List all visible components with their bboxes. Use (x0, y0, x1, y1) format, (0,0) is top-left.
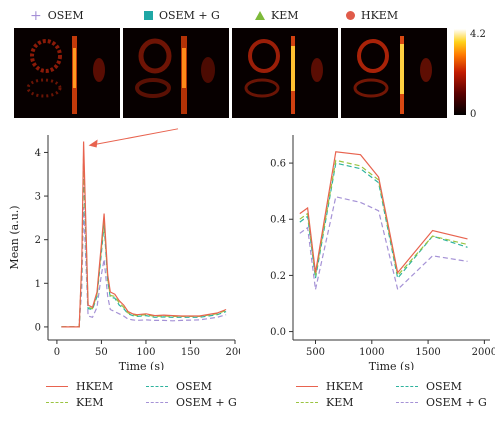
legend-label: OSEM (47, 9, 84, 22)
legend-label: OSEM (426, 380, 462, 393)
pet-image-osem (14, 28, 120, 118)
legend-label: OSEM (176, 380, 212, 393)
legend-item-hkem: HKEM (346, 9, 398, 22)
x-tick-label: 2000 (472, 347, 495, 358)
x-tick-label: 500 (306, 347, 325, 358)
legend-label: OSEM + G (426, 396, 487, 409)
legend-label: HKEM (361, 9, 399, 22)
colorbar (454, 29, 466, 115)
chart-right: 500 1000 1500 2000 0.0 0.2 0.4 0.6 Time (s) (270, 135, 495, 370)
legend-label: OSEM + G (159, 9, 220, 22)
legend-line-swatch (46, 386, 68, 387)
y-tick-label: 0.6 (270, 159, 286, 170)
legend-item-kem: KEM (296, 396, 354, 409)
legend-line-swatch (396, 386, 418, 387)
x-tick-label: 100 (136, 347, 155, 358)
series-line-osem (61, 169, 227, 328)
legend-line-swatch (296, 386, 318, 387)
colorbar-max-label: 4.2 (470, 29, 486, 40)
top-legend: + OSEM OSEM + G KEM HKEM (0, 6, 500, 30)
legend-item-osem: OSEM (396, 380, 462, 393)
y-tick-label: 0.2 (270, 271, 286, 282)
x-axis-label: Time (s) (369, 360, 415, 370)
legend-line-swatch (296, 402, 318, 403)
annotation-arrowhead (88, 139, 98, 148)
y-tick-label: 0.4 (270, 215, 286, 226)
colorbar-min-label: 0 (470, 109, 477, 120)
pet-image-hkem (341, 28, 447, 118)
series-line-hkem (299, 151, 468, 274)
series-line-osem-g (299, 196, 468, 291)
legend-item-osem: + OSEM (30, 7, 84, 24)
legend-label: HKEM (76, 380, 114, 393)
y-tick-label: 0 (35, 322, 41, 333)
legend-line-swatch (46, 402, 68, 403)
square-marker-icon (144, 11, 153, 20)
pet-image-osem-g (123, 28, 229, 118)
y-tick-label: 2 (35, 235, 41, 246)
legend-item-osem: OSEM (146, 380, 212, 393)
annotation-arrow (94, 128, 179, 146)
pet-image-kem (232, 28, 338, 118)
legend-item-osem-g: OSEM + G (144, 9, 220, 22)
legend-line-swatch (396, 402, 418, 403)
x-tick-label: 1500 (415, 347, 440, 358)
y-tick-label: 1 (35, 279, 41, 290)
legend-item-hkem: HKEM (296, 380, 363, 393)
y-tick-label: 3 (35, 192, 41, 203)
legend-label: OSEM + G (176, 396, 237, 409)
x-tick-label: 200 (225, 347, 240, 358)
y-tick-label: 4 (35, 148, 41, 159)
series-line-hkem (61, 141, 227, 328)
legend-label: KEM (271, 9, 299, 22)
chart-left: 0 50 100 150 200 0 1 2 3 4 Time (s) Mean (a.u.) (8, 128, 240, 370)
legend-label: KEM (326, 396, 354, 409)
series-line-osem (299, 162, 468, 280)
y-tick-label: 0.0 (270, 327, 286, 338)
series-line-osem-g (61, 206, 227, 328)
legend-line-swatch (146, 402, 168, 403)
x-tick-label: 150 (181, 347, 200, 358)
legend-item-kem: KEM (46, 396, 104, 409)
x-axis-label: Time (s) (119, 360, 165, 370)
x-tick-label: 0 (54, 347, 60, 358)
y-axis-label: Mean (a.u.) (8, 205, 21, 269)
x-tick-label: 1000 (359, 347, 384, 358)
plus-marker-icon: + (30, 7, 42, 24)
circle-marker-icon (346, 11, 355, 20)
legend-line-swatch (146, 386, 168, 387)
triangle-marker-icon (255, 11, 265, 20)
series-line-kem (299, 159, 468, 277)
legend-label: KEM (76, 396, 104, 409)
legend-item-hkem: HKEM (46, 380, 113, 393)
series-line-kem (61, 154, 227, 328)
legend-label: HKEM (326, 380, 364, 393)
legend-item-kem: KEM (255, 9, 299, 22)
legend-item-osem-g: OSEM + G (146, 396, 237, 409)
x-tick-label: 50 (95, 347, 108, 358)
legend-item-osem-g: OSEM + G (396, 396, 487, 409)
